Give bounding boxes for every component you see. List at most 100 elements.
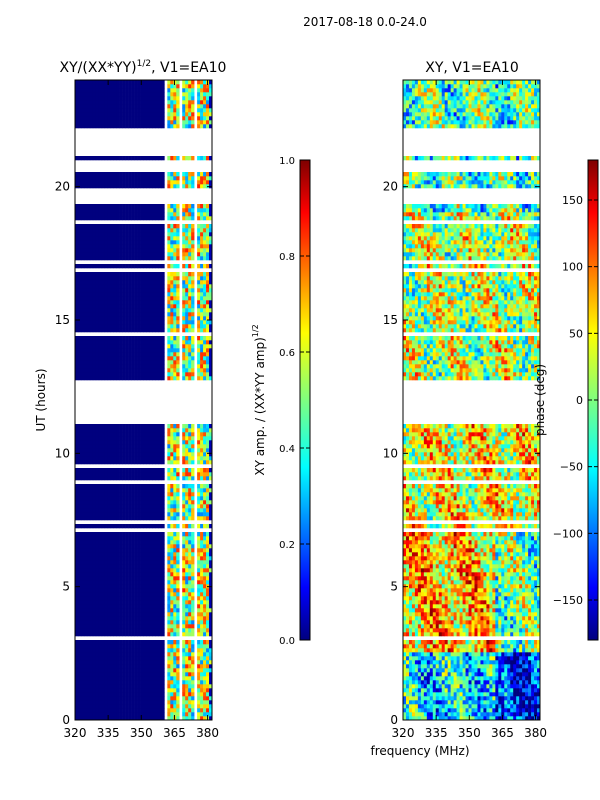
left-heatmap-cell <box>152 256 156 261</box>
left-heatmap-cell <box>75 644 79 649</box>
left-heatmap-cell <box>185 368 189 373</box>
left-heatmap-cell <box>182 372 186 377</box>
left-heatmap-cell <box>77 316 82 321</box>
left-heatmap-cell <box>152 308 156 313</box>
left-heatmap-cell <box>104 556 109 561</box>
left-heatmap-cell <box>113 484 117 489</box>
left-heatmap-cell <box>104 264 109 269</box>
left-heatmap-cell <box>158 676 162 681</box>
left-heatmap-cell <box>167 512 171 517</box>
left-heatmap-cell <box>167 580 171 585</box>
left-heatmap-cell <box>176 256 180 261</box>
left-heatmap-cell <box>188 236 192 241</box>
left-heatmap-cell <box>152 292 156 297</box>
left-heatmap-cell <box>128 364 132 369</box>
left-heatmap-cell <box>92 312 97 317</box>
left-heatmap-cell <box>155 312 159 317</box>
left-heatmap-cell <box>86 596 91 601</box>
left-heatmap-cell <box>155 292 159 297</box>
left-heatmap-cell <box>137 708 141 713</box>
left-heatmap-cell <box>128 684 132 689</box>
left-heatmap-cell <box>116 468 120 473</box>
left-heatmap-cell <box>131 372 135 377</box>
left-heatmap-cell <box>113 120 117 125</box>
left-heatmap-cell <box>86 288 91 293</box>
left-heatmap-cell <box>113 176 117 181</box>
left-heatmap-cell <box>89 204 94 209</box>
left-heatmap-cell <box>176 184 180 189</box>
left-heatmap-cell <box>101 624 106 629</box>
left-heatmap-cell <box>167 216 171 221</box>
left-heatmap-cell <box>125 672 129 677</box>
left-heatmap-cell <box>122 280 126 285</box>
left-heatmap-cell <box>107 700 112 705</box>
left-heatmap-cell <box>131 588 135 593</box>
left-heatmap-cell <box>209 256 213 261</box>
left-heatmap-cell <box>197 176 201 181</box>
left-heatmap-cell <box>176 324 180 329</box>
left-heatmap-cell <box>86 340 91 345</box>
left-heatmap-cell <box>167 608 171 613</box>
left-heatmap-cell <box>173 364 177 369</box>
left-heatmap-cell <box>95 296 100 301</box>
left-heatmap-cell <box>185 544 189 549</box>
left-heatmap-cell <box>86 556 91 561</box>
left-heatmap-cell <box>206 216 210 221</box>
left-heatmap-cell <box>98 452 103 457</box>
left-heatmap-cell <box>104 620 109 625</box>
left-heatmap-cell <box>101 576 106 581</box>
left-heatmap-cell <box>110 248 115 253</box>
left-heatmap-cell <box>116 320 120 325</box>
left-heatmap-cell <box>203 644 207 649</box>
left-heatmap-cell <box>137 244 141 249</box>
left-heatmap-cell <box>170 436 174 441</box>
left-heatmap-cell <box>161 336 165 341</box>
left-heatmap-cell <box>77 524 82 529</box>
left-heatmap-cell <box>206 712 210 717</box>
left-heatmap-cell <box>134 612 138 617</box>
left-heatmap-cell <box>119 664 123 669</box>
left-heatmap-cell <box>116 452 120 457</box>
left-heatmap-cell <box>185 436 189 441</box>
left-heatmap-cell <box>98 564 103 569</box>
left-heatmap-cell <box>131 540 135 545</box>
left-heatmap-cell <box>185 432 189 437</box>
left-heatmap-cell <box>146 696 150 701</box>
left-heatmap-cell <box>107 692 112 697</box>
left-heatmap-cell <box>137 516 141 521</box>
left-heatmap-cell <box>128 552 132 557</box>
left-heatmap-cell <box>155 284 159 289</box>
left-heatmap-cell <box>182 472 186 477</box>
left-heatmap-cell <box>200 324 204 329</box>
left-heatmap-cell <box>209 324 213 329</box>
left-heatmap-cell <box>191 184 195 189</box>
left-heatmap-cell <box>143 496 147 501</box>
left-heatmap-cell <box>152 604 156 609</box>
left-heatmap-cell <box>167 672 171 677</box>
left-heatmap-cell <box>122 204 126 209</box>
left-heatmap-cell <box>209 556 213 561</box>
left-heatmap-cell <box>89 536 94 541</box>
left-heatmap-cell <box>152 328 156 333</box>
left-heatmap-cell <box>125 176 129 181</box>
left-heatmap-cell <box>80 328 85 333</box>
left-heatmap-cell <box>161 476 165 481</box>
left-heatmap-cell <box>119 648 123 653</box>
left-heatmap-cell <box>167 452 171 457</box>
left-heatmap-cell <box>146 576 150 581</box>
left-heatmap-cell <box>128 644 132 649</box>
left-heatmap-cell <box>182 716 186 721</box>
left-heatmap-cell <box>116 600 120 605</box>
left-heatmap-cell <box>83 356 88 361</box>
left-heatmap-cell <box>89 540 94 545</box>
left-heatmap-cell <box>185 448 189 453</box>
left-heatmap-cell <box>158 428 162 433</box>
left-heatmap-cell <box>161 444 165 449</box>
left-heatmap-cell <box>188 620 192 625</box>
left-heatmap-cell <box>155 228 159 233</box>
left-heatmap-cell <box>137 688 141 693</box>
left-heatmap-cell <box>155 376 159 381</box>
left-heatmap-cell <box>95 488 100 493</box>
left-heatmap-cell <box>146 556 150 561</box>
left-heatmap-cell <box>80 476 85 481</box>
